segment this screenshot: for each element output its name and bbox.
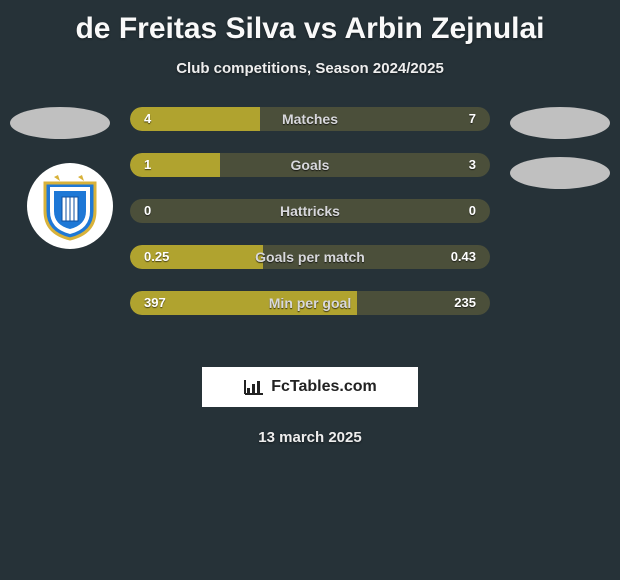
stat-value-right: 0.43 — [451, 245, 476, 269]
stat-value-right: 235 — [454, 291, 476, 315]
club-crest-icon — [40, 171, 100, 241]
stat-row: 1Goals3 — [130, 153, 490, 177]
stat-value-right: 0 — [469, 199, 476, 223]
player-right-ellipse-1 — [510, 107, 610, 139]
stat-row: 0.25Goals per match0.43 — [130, 245, 490, 269]
player-left-ellipse — [10, 107, 110, 139]
chart-icon — [243, 378, 265, 396]
date-text: 13 march 2025 — [0, 429, 620, 446]
stat-label: Goals per match — [130, 245, 490, 269]
stat-row: 4Matches7 — [130, 107, 490, 131]
stat-value-right: 7 — [469, 107, 476, 131]
stat-label: Hattricks — [130, 199, 490, 223]
stat-row: 397Min per goal235 — [130, 291, 490, 315]
stat-label: Goals — [130, 153, 490, 177]
stat-label: Matches — [130, 107, 490, 131]
stat-value-right: 3 — [469, 153, 476, 177]
player-right-ellipse-2 — [510, 157, 610, 189]
stat-row: 0Hattricks0 — [130, 199, 490, 223]
subtitle: Club competitions, Season 2024/2025 — [0, 60, 620, 77]
stat-bars: 4Matches7 1Goals3 0Hattricks0 0.25Goals per… — [130, 107, 490, 337]
watermark-text: FcTables.com — [271, 378, 377, 396]
watermark: FcTables.com — [202, 367, 418, 407]
stat-label: Min per goal — [130, 291, 490, 315]
page-title: de Freitas Silva vs Arbin Zejnulai — [0, 0, 620, 46]
club-badge — [27, 163, 113, 249]
